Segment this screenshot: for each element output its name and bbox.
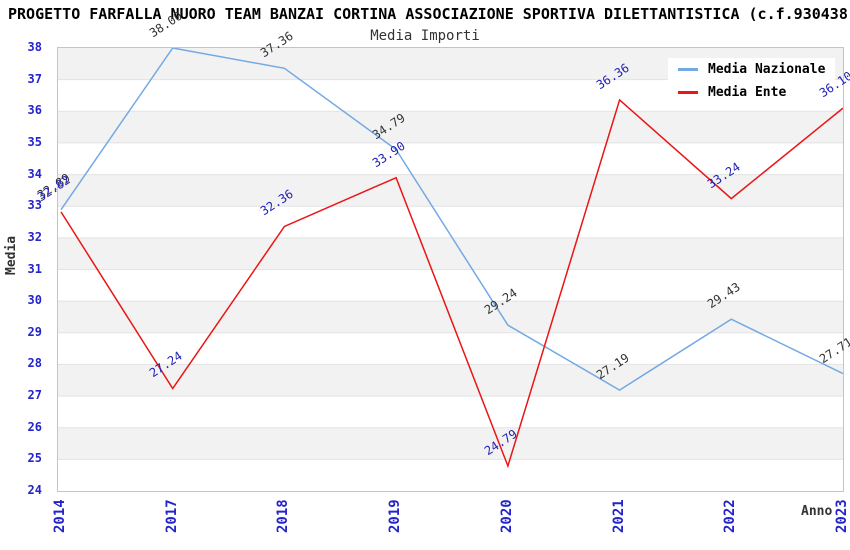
y-tick-label: 26 <box>27 419 42 434</box>
legend-label: Media Nazionale <box>708 62 826 77</box>
grid-band <box>58 174 843 207</box>
grid-band <box>58 459 843 491</box>
grid-band <box>58 237 843 270</box>
y-tick-label: 34 <box>27 166 42 181</box>
x-tick-label: 2021 <box>610 499 627 533</box>
media-nazionale-line <box>60 48 843 391</box>
media-ente-line <box>60 98 843 469</box>
y-tick-label: 38 <box>27 40 42 54</box>
media-ente-swatch <box>678 91 698 94</box>
y-tick-label: 27 <box>27 388 42 403</box>
y-tick-label: 24 <box>27 483 42 497</box>
y-tick-label: 31 <box>27 261 42 276</box>
plot-area <box>57 47 844 492</box>
y-tick-label: 37 <box>27 71 42 86</box>
chart-title: PROGETTO FARFALLA NUORO TEAM BANZAI CORT… <box>8 5 848 23</box>
x-tick-label: 2014 <box>52 499 68 533</box>
legend: Media Nazionale Media Ente <box>668 58 836 104</box>
media-nazionale-swatch <box>678 68 698 71</box>
x-tick-label: 2019 <box>387 499 404 533</box>
grid-band <box>58 396 843 428</box>
y-tick-label: 30 <box>27 293 42 308</box>
grid-band <box>58 364 843 397</box>
y-tick-label: 25 <box>27 451 42 466</box>
y-axis-title: Media <box>4 235 19 275</box>
legend-item-media-nazionale: Media Nazionale <box>668 58 836 81</box>
y-tick-label: 28 <box>27 356 42 371</box>
plot-canvas <box>58 48 843 491</box>
grid-band <box>58 142 843 175</box>
grid-band <box>58 269 843 302</box>
grid-band <box>58 427 843 460</box>
x-tick-label: 2023 <box>834 499 850 533</box>
y-tick-label: 33 <box>27 198 42 213</box>
y-tick-label: 29 <box>27 324 42 339</box>
grid-band <box>58 206 843 238</box>
chart-subtitle: Media Importi <box>370 28 480 44</box>
grid-band <box>58 111 843 143</box>
legend-item-media-ente: Media Ente <box>668 81 797 104</box>
x-tick-label: 2022 <box>722 499 739 533</box>
x-tick-label: 2018 <box>275 499 292 533</box>
legend-label: Media Ente <box>708 85 787 100</box>
x-tick-label: 2020 <box>498 499 515 533</box>
y-tick-label: 35 <box>27 134 42 149</box>
x-axis-title: Anno <box>801 504 833 519</box>
x-tick-label: 2017 <box>163 499 180 533</box>
grid-band <box>58 332 843 365</box>
y-tick-label: 32 <box>27 229 42 244</box>
y-tick-label: 36 <box>27 103 42 118</box>
